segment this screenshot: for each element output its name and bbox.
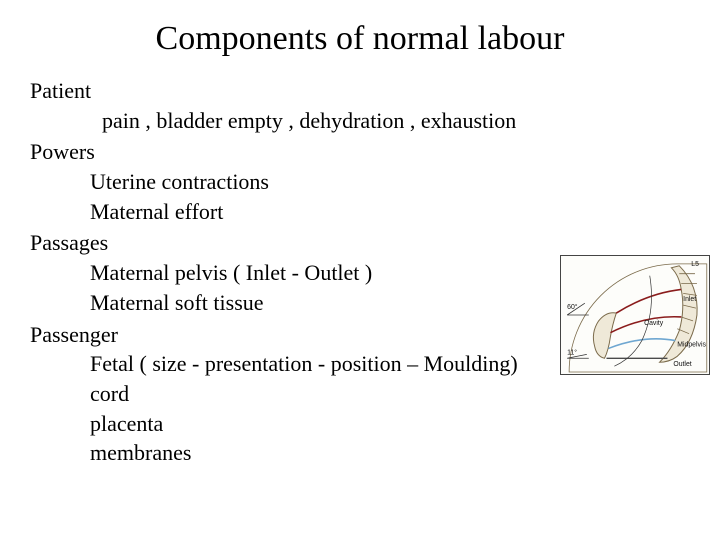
label-outlet: Outlet	[673, 361, 691, 368]
label-midpelvis: Midpelvis	[677, 341, 706, 348]
label-l5: L5	[691, 261, 699, 268]
patient-line: pain , bladder empty , dehydration , exh…	[102, 106, 690, 136]
label-ang1: 60°	[567, 303, 578, 311]
pelvis-diagram: L5 Inlet Cavity Midpelvis Outlet 60° 11°	[560, 255, 710, 375]
powers-line1: Uterine contractions	[90, 167, 690, 197]
heading-passages: Passages	[30, 228, 690, 258]
passenger-line4: membranes	[90, 438, 690, 468]
label-inlet: Inlet	[683, 296, 696, 303]
powers-line2: Maternal effort	[90, 197, 690, 227]
label-cavity: Cavity	[644, 320, 664, 327]
passenger-line2: cord	[90, 379, 690, 409]
heading-patient: Patient	[30, 76, 690, 106]
heading-powers: Powers	[30, 137, 690, 167]
page-title: Components of normal labour	[30, 20, 690, 58]
label-ang2: 11°	[567, 348, 577, 356]
passenger-line3: placenta	[90, 409, 690, 439]
